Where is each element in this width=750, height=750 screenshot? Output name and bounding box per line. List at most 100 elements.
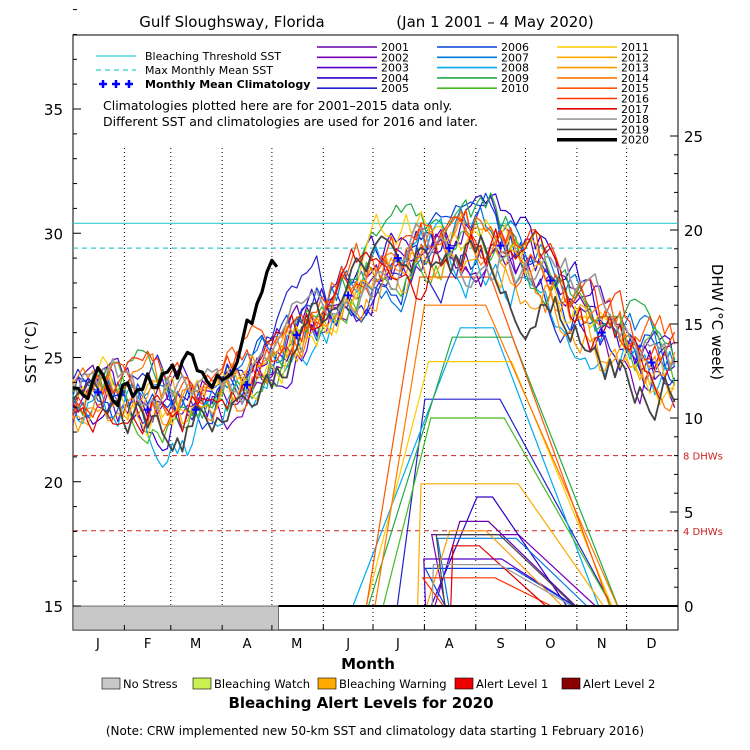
legend-year-label: 2006 <box>501 41 529 54</box>
legend-year-label: 2001 <box>381 41 409 54</box>
climatology-marker <box>344 291 353 300</box>
sst-line-2008 <box>72 218 676 468</box>
legend-line-label: Bleaching Threshold SST <box>145 50 281 63</box>
chart-title-location: Gulf Sloughsway, Florida <box>139 13 324 31</box>
climatology-marker <box>191 405 200 414</box>
legend-year-label: 2020 <box>621 134 649 147</box>
alert-title: Bleaching Alert Levels for 2020 <box>228 694 493 712</box>
month-label: J <box>395 637 400 652</box>
legend-year-label: 2004 <box>381 72 409 85</box>
legend-year-label: 2012 <box>621 51 649 64</box>
dhw-line-2009 <box>367 336 619 607</box>
legend-year-label: 2003 <box>381 62 409 75</box>
sst-line-2007 <box>72 207 676 419</box>
sst-line-2012 <box>72 237 676 426</box>
legend-marker-icon <box>125 80 133 88</box>
note-line-2: Different SST and climatologies are used… <box>103 114 478 129</box>
sst-line-2015 <box>72 216 676 434</box>
legend-year-label: 2017 <box>621 103 649 116</box>
legend-line-label: Monthly Mean Climatology <box>145 78 310 91</box>
left-tick-label: 35 <box>44 101 63 119</box>
legend-year-label: 2011 <box>621 41 649 54</box>
right-axis: 0 5 10 15 20 25 <box>670 128 703 616</box>
legend-line-label: Max Monthly Mean SST <box>145 64 273 77</box>
right-tick-label: 5 <box>684 504 694 522</box>
legend-year-label: 2014 <box>621 72 649 85</box>
right-tick-label: 25 <box>684 128 703 146</box>
sst-line-2020 <box>72 258 279 408</box>
climatology-marker <box>93 388 102 397</box>
climatology-marker <box>292 331 301 340</box>
footnote: (Note: CRW implemented new 50-km SST and… <box>106 724 644 738</box>
legend-year-label: 2005 <box>381 82 409 95</box>
dhw-line-2005 <box>396 398 613 607</box>
legend-year-label: 2008 <box>501 62 529 75</box>
y-axis-label-left: SST (°C) <box>22 321 40 384</box>
climatology-marker <box>445 244 454 253</box>
dhw-line-2007 <box>436 537 588 607</box>
left-tick-label: 30 <box>44 225 63 243</box>
alert-level-legend: No Stress Bleaching Watch Bleaching Warnin… <box>101 677 655 691</box>
month-label: A <box>445 637 454 652</box>
dhw-marker-label: 8 DHWs <box>683 452 723 463</box>
dhw-line-2012 <box>417 483 604 607</box>
month-label: S <box>497 637 505 652</box>
climatology-marker <box>393 254 402 263</box>
left-tick-label: 20 <box>44 474 63 492</box>
sst-line-2017 <box>72 228 676 435</box>
dhw-line-2014 <box>374 304 618 607</box>
legend-year-label: 2013 <box>621 62 649 75</box>
climatology-marker <box>243 380 252 389</box>
alert-label: Alert Level 1 <box>476 677 548 691</box>
climatology-marker <box>143 405 152 414</box>
sst-line-2003 <box>72 195 676 423</box>
dhw-line-2018 <box>431 563 573 607</box>
climatology-marker <box>546 276 555 285</box>
alert-label: Bleaching Warning <box>339 677 447 691</box>
climatology-marker <box>496 241 505 250</box>
right-tick-label: 15 <box>684 316 703 334</box>
left-tick-label: 25 <box>44 350 63 368</box>
legend-year-label: 2009 <box>501 72 529 85</box>
month-label: D <box>646 637 656 652</box>
dhw-line-2017 <box>450 545 547 607</box>
alert-swatch <box>192 677 212 690</box>
dhw-marker-label: 4 DHWs <box>683 527 723 538</box>
y-axis-label-right: DHW (°C week) <box>708 264 726 380</box>
legend-marker-icon <box>112 80 120 88</box>
alert-label: Bleaching Watch <box>214 677 310 691</box>
sst-line-2013 <box>72 211 676 433</box>
legend-year-label: 2015 <box>621 82 649 95</box>
alert-swatch <box>317 677 337 690</box>
sst-series <box>72 192 676 468</box>
left-tick-label: 15 <box>44 598 63 616</box>
chart-title-range: (Jan 1 2001 – 4 May 2020) <box>396 13 593 31</box>
alert-label: No Stress <box>123 677 178 691</box>
month-label: M <box>291 637 302 652</box>
alert-bar-no-stress <box>72 605 279 631</box>
legend-year-label: 2002 <box>381 51 409 64</box>
left-axis: 15 20 25 30 35 <box>44 9 81 616</box>
dhw-line-2010 <box>382 417 613 607</box>
month-label: F <box>144 637 151 652</box>
dhw-line-2019 <box>435 533 575 607</box>
climatology-markers <box>93 241 656 414</box>
month-label: J <box>95 637 100 652</box>
dhw-line-2013 <box>426 530 563 607</box>
dhw-line-2001 <box>434 520 577 607</box>
legend-year-label: 2019 <box>621 123 649 136</box>
month-label: O <box>545 637 555 652</box>
legend-year-label: 2010 <box>501 82 529 95</box>
alert-swatch <box>561 677 581 690</box>
sst-line-2019 <box>72 234 676 453</box>
climatology-marker <box>597 328 606 337</box>
month-label: J <box>345 637 350 652</box>
right-tick-label: 10 <box>684 410 703 428</box>
alert-bar-2020 <box>72 605 678 631</box>
right-tick-label: 20 <box>684 222 703 240</box>
threshold-lines: 8 DHWs 4 DHWs <box>73 222 723 538</box>
climatology-marker <box>647 358 656 367</box>
